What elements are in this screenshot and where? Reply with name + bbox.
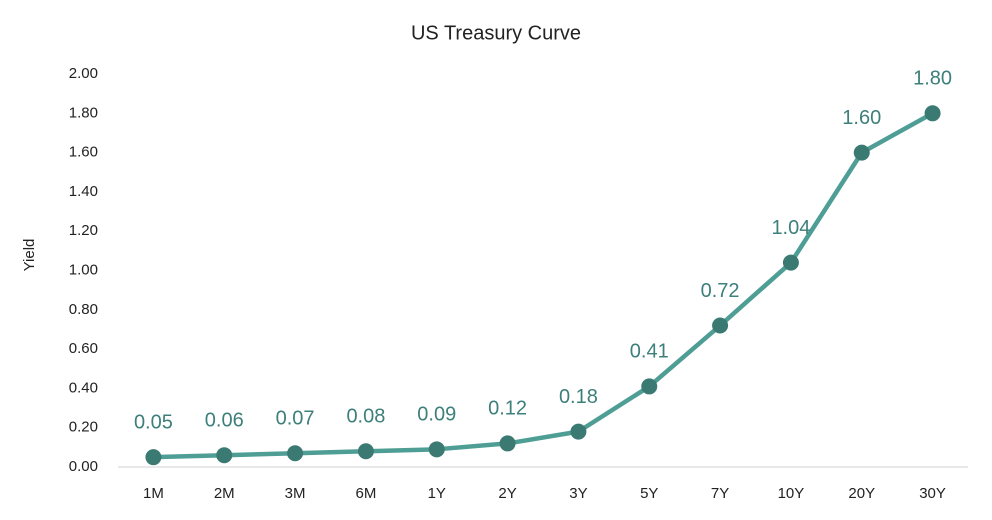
y-tick-label: 0.40 — [69, 379, 98, 396]
y-tick-label: 0.00 — [69, 458, 98, 475]
data-point — [287, 445, 304, 462]
x-tick-label: 6M — [355, 485, 376, 502]
data-label: 1.60 — [842, 107, 881, 129]
x-tick-label: 20Y — [848, 485, 875, 502]
data-label: 0.12 — [488, 398, 527, 420]
data-point — [924, 105, 941, 122]
y-axis-label: Yield — [21, 239, 38, 272]
x-tick-label: 2Y — [498, 485, 516, 502]
data-label: 1.80 — [913, 68, 952, 90]
data-point — [499, 435, 516, 452]
x-tick-label: 3M — [285, 485, 306, 502]
y-tick-label: 1.20 — [69, 222, 98, 239]
data-point — [216, 447, 233, 464]
y-tick-label: 1.00 — [69, 261, 98, 278]
y-tick-label: 1.80 — [69, 104, 98, 121]
x-tick-label: 3Y — [569, 485, 587, 502]
y-tick-label: 1.60 — [69, 144, 98, 161]
data-point — [357, 443, 374, 460]
series-line — [153, 111, 934, 460]
data-label: 0.18 — [559, 386, 598, 408]
data-label: 0.72 — [701, 280, 740, 302]
data-label: 0.09 — [417, 404, 456, 426]
data-point — [428, 441, 445, 458]
data-point — [570, 423, 587, 440]
x-tick-label: 1M — [143, 485, 164, 502]
x-tick-label: 2M — [214, 485, 235, 502]
data-label: 0.08 — [346, 406, 385, 428]
data-point — [712, 317, 729, 334]
data-label: 0.06 — [205, 409, 244, 431]
data-point — [853, 144, 870, 161]
data-label: 1.04 — [771, 217, 810, 239]
y-tick-label: 0.80 — [69, 301, 98, 318]
x-tick-label: 1Y — [428, 485, 446, 502]
x-tick-label: 30Y — [919, 485, 946, 502]
y-tick-label: 1.40 — [69, 183, 98, 200]
data-label: 0.05 — [134, 411, 173, 433]
data-label: 0.41 — [630, 341, 669, 363]
data-point — [782, 254, 799, 271]
y-tick-label: 2.00 — [69, 65, 98, 82]
y-tick-label: 0.20 — [69, 419, 98, 436]
x-tick-label: 5Y — [640, 485, 658, 502]
data-point — [145, 449, 162, 466]
x-tick-label: 10Y — [778, 485, 805, 502]
data-point — [641, 378, 658, 395]
data-label: 0.07 — [276, 408, 315, 430]
y-tick-label: 0.60 — [69, 340, 98, 357]
x-tick-label: 7Y — [711, 485, 729, 502]
chart-title: US Treasury Curve — [411, 22, 581, 44]
